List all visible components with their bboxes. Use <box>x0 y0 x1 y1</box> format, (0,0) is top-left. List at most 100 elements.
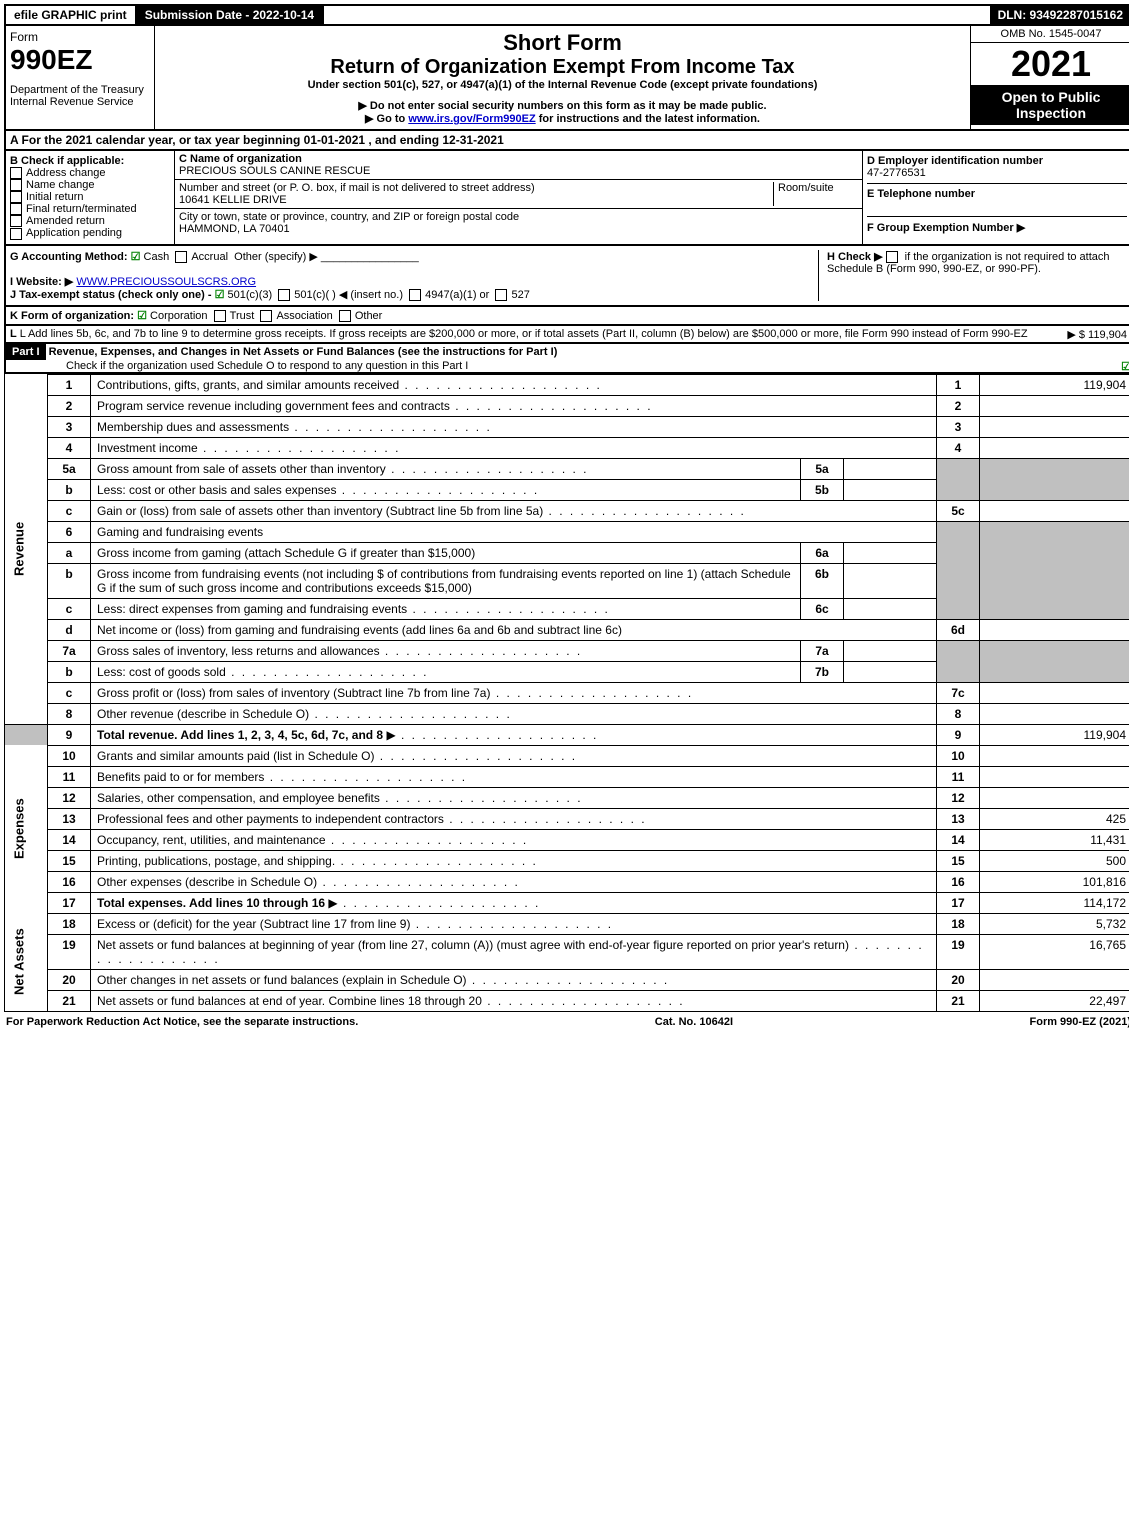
line-num: 1 <box>937 374 980 395</box>
line-desc: Contributions, gifts, grants, and simila… <box>91 374 937 395</box>
open-public: Open to Public Inspection <box>971 85 1129 125</box>
line-num: 7c <box>937 682 980 703</box>
line-amt: 11,431 <box>980 829 1129 850</box>
line-desc: Other revenue (describe in Schedule O) <box>91 703 937 724</box>
line-desc: Gross income from fundraising events (no… <box>91 563 801 598</box>
g-label: G Accounting Method: <box>10 251 128 263</box>
info-grid: B Check if applicable: Address change Na… <box>4 151 1129 246</box>
form-ref: Form 990-EZ (2021) <box>1030 1016 1129 1028</box>
k-trust: Trust <box>230 310 255 322</box>
ein: 47-2776531 <box>867 167 926 179</box>
k-assoc: Association <box>276 310 332 322</box>
form-label: Form <box>10 30 150 44</box>
line-desc: Printing, publications, postage, and shi… <box>91 850 937 871</box>
form-header: Form 990EZ Department of the Treasury In… <box>4 26 1129 131</box>
checkbox-4947[interactable] <box>409 289 421 301</box>
line-amt <box>980 416 1129 437</box>
sub-num: 6b <box>801 563 844 598</box>
j-501c3: 501(c)(3) <box>228 289 273 301</box>
website-link[interactable]: WWW.PRECIOUSSOULSCRS.ORG <box>76 276 256 288</box>
line-amt: 425 <box>980 808 1129 829</box>
goto-text: Go to www.irs.gov/Form990EZ for instruct… <box>159 112 966 125</box>
cb-label: Final return/terminated <box>26 203 137 215</box>
sub-num: 5b <box>801 479 844 500</box>
line-desc: Gross profit or (loss) from sales of inv… <box>91 682 937 703</box>
check-icon: ☑ <box>215 289 225 301</box>
l-text: L Add lines 5b, 6c, and 7b to line 9 to … <box>20 328 1028 340</box>
line-num: 11 <box>937 766 980 787</box>
line-num: 6d <box>937 619 980 640</box>
checkbox-initial[interactable] <box>10 191 22 203</box>
cb-label: Amended return <box>26 215 105 227</box>
i-label: I Website: ▶ <box>10 276 73 288</box>
submission-date: Submission Date - 2022-10-14 <box>137 6 324 24</box>
section-def: D Employer identification number 47-2776… <box>863 151 1129 244</box>
line-desc: Less: cost or other basis and sales expe… <box>91 479 801 500</box>
c-addr-label: Number and street (or P. O. box, if mail… <box>179 182 535 194</box>
checkbox-h[interactable] <box>886 251 898 263</box>
goto-link[interactable]: www.irs.gov/Form990EZ <box>408 113 535 125</box>
line-desc: Gain or (loss) from sale of assets other… <box>91 500 937 521</box>
checkbox-501c[interactable] <box>278 289 290 301</box>
expenses-label: Expenses <box>5 745 48 913</box>
efile-label: efile GRAPHIC print <box>6 6 137 24</box>
line-amt: 119,904 <box>980 374 1129 395</box>
h-label: H Check ▶ <box>827 251 883 263</box>
checkbox-address[interactable] <box>10 167 22 179</box>
checkbox-trust[interactable] <box>214 310 226 322</box>
paperwork-notice: For Paperwork Reduction Act Notice, see … <box>6 1016 358 1028</box>
lines-table: Revenue 1Contributions, gifts, grants, a… <box>4 374 1129 1012</box>
line-desc: Membership dues and assessments <box>91 416 937 437</box>
checkbox-527[interactable] <box>495 289 507 301</box>
line-num: 18 <box>937 913 980 934</box>
dept-label: Department of the Treasury Internal Reve… <box>10 84 150 108</box>
line-desc: Net assets or fund balances at beginning… <box>91 934 937 969</box>
line-desc: Net income or (loss) from gaming and fun… <box>91 619 937 640</box>
checkbox-other[interactable] <box>339 310 351 322</box>
checkbox-final[interactable] <box>10 203 22 215</box>
k-label: K Form of organization: <box>10 310 134 322</box>
checkbox-pending[interactable] <box>10 228 22 240</box>
c-name-label: C Name of organization <box>179 153 302 165</box>
k-row: K Form of organization: ☑ Corporation Tr… <box>4 307 1129 326</box>
checkbox-amended[interactable] <box>10 215 22 227</box>
line-num: 3 <box>937 416 980 437</box>
header-center: Short Form Return of Organization Exempt… <box>155 26 970 129</box>
checkbox-assoc[interactable] <box>260 310 272 322</box>
cb-label: Application pending <box>26 227 122 239</box>
line-num: 19 <box>937 934 980 969</box>
line-num: 2 <box>937 395 980 416</box>
section-b-title: B Check if applicable: <box>10 155 124 167</box>
line-num: 17 <box>937 892 980 913</box>
line-desc: Gross amount from sale of assets other t… <box>91 458 801 479</box>
line-amt: 500 <box>980 850 1129 871</box>
cb-label: Name change <box>26 179 95 191</box>
line-num: 8 <box>937 703 980 724</box>
line-num: 16 <box>937 871 980 892</box>
line-desc: Gross income from gaming (attach Schedul… <box>91 542 801 563</box>
checkbox-name[interactable] <box>10 179 22 191</box>
cb-label: Address change <box>26 167 106 179</box>
sub-num: 5a <box>801 458 844 479</box>
short-form-title: Short Form <box>159 30 966 56</box>
tax-year: 2021 <box>971 43 1129 85</box>
l-row: L L Add lines 5b, 6c, and 7b to line 9 t… <box>4 326 1129 344</box>
sub-num: 6a <box>801 542 844 563</box>
line-num: 12 <box>937 787 980 808</box>
dln-label: DLN: 93492287015162 <box>990 6 1129 24</box>
line-desc: Other changes in net assets or fund bala… <box>91 969 937 990</box>
check-icon: ☑ <box>1121 360 1129 373</box>
d-label: D Employer identification number <box>867 155 1043 167</box>
c-city-label: City or town, state or province, country… <box>179 211 519 223</box>
k-other: Other <box>355 310 383 322</box>
line-desc: Grants and similar amounts paid (list in… <box>91 745 937 766</box>
line-amt: 5,732 <box>980 913 1129 934</box>
header-left: Form 990EZ Department of the Treasury In… <box>6 26 155 129</box>
line-desc: Total expenses. Add lines 10 through 16 <box>97 896 325 910</box>
checkbox-accrual[interactable] <box>175 251 187 263</box>
line-desc: Salaries, other compensation, and employ… <box>91 787 937 808</box>
org-address: 10641 KELLIE DRIVE <box>179 194 287 206</box>
e-label: E Telephone number <box>867 188 975 200</box>
line-num: 5c <box>937 500 980 521</box>
cb-label: Initial return <box>26 191 83 203</box>
